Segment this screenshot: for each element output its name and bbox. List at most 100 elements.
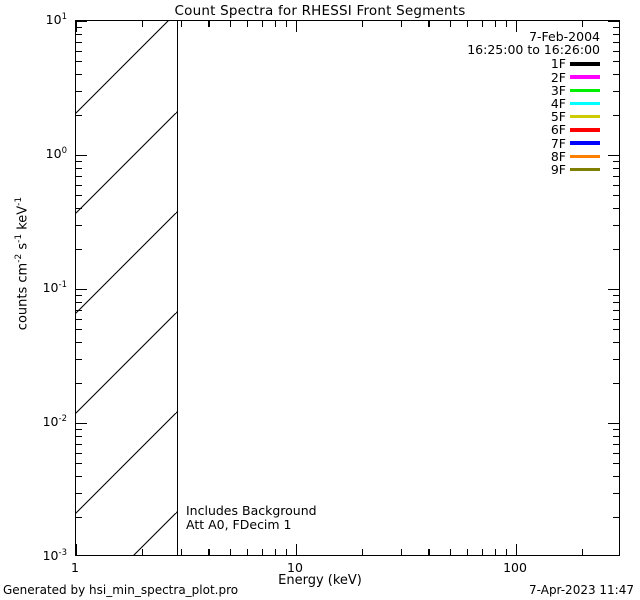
y-tick: [613, 167, 619, 170]
y-tick: [76, 309, 82, 311]
legend-item-label: 3F: [550, 82, 566, 98]
y-tick: [76, 208, 82, 210]
x-tick: [142, 21, 144, 27]
x-tick: [229, 549, 231, 555]
y-tick: [613, 248, 619, 250]
x-tick: [582, 21, 584, 27]
plot-area: [75, 20, 620, 556]
y-tick: [613, 463, 619, 465]
x-tick: [274, 549, 276, 555]
x-tick: [285, 549, 288, 555]
legend-item-1f[interactable]: 1F: [467, 56, 600, 72]
y-tick: [76, 443, 82, 445]
legend-item-label: 2F: [550, 69, 566, 85]
y-tick-label: 100: [45, 145, 67, 161]
legend-item-label: 1F: [550, 56, 566, 72]
x-tick: [142, 549, 144, 555]
x-tick: [494, 549, 496, 555]
x-tick: [296, 21, 298, 32]
y-tick: [613, 301, 619, 304]
legend-color-swatch: [570, 128, 600, 132]
y-tick: [613, 309, 619, 311]
y-tick: [613, 27, 619, 29]
y-tick: [76, 329, 82, 331]
legend-item-6f[interactable]: 6F: [467, 122, 600, 138]
y-tick: [76, 21, 87, 23]
x-tick: [274, 21, 276, 27]
x-tick-label: 10: [287, 560, 303, 575]
y-tick: [76, 74, 82, 76]
x-tick: [208, 549, 210, 555]
legend-item-label: 6F: [550, 122, 566, 138]
y-tick: [76, 167, 82, 170]
x-tick: [516, 544, 518, 555]
x-tick: [180, 549, 183, 555]
x-tick: [481, 549, 484, 555]
legend-item-4f[interactable]: 4F: [467, 97, 600, 110]
y-tick: [613, 175, 619, 177]
y-tick: [613, 443, 619, 445]
legend-item-label: 5F: [550, 109, 566, 125]
legend-item-label: 8F: [550, 148, 566, 164]
y-tick: [76, 50, 82, 52]
legend-item-2f[interactable]: 2F: [467, 69, 600, 85]
x-tick: [76, 544, 78, 555]
x-tick-label: 1: [71, 560, 79, 575]
hatch-boundary-line: [177, 21, 179, 555]
y-tick: [613, 295, 619, 297]
y-tick: [613, 476, 619, 478]
x-tick: [362, 549, 364, 555]
footer-timestamp: 7-Apr-2023 11:47: [529, 583, 634, 597]
y-tick: [76, 225, 82, 227]
y-tick: [76, 382, 82, 384]
y-tick: [76, 493, 82, 495]
y-tick-label: 101: [45, 11, 67, 27]
footer-generated-by: Generated by hsi_min_spectra_plot.pro: [3, 583, 239, 597]
x-tick: [449, 549, 451, 555]
legend-item-8f[interactable]: 8F: [467, 150, 600, 163]
legend-item-7f[interactable]: 7F: [467, 136, 600, 150]
y-tick: [613, 91, 619, 93]
legend-item-5f[interactable]: 5F: [467, 110, 600, 123]
legend-color-swatch: [570, 141, 600, 145]
y-tick: [76, 248, 82, 250]
y-tick: [76, 435, 82, 438]
x-tick: [494, 21, 496, 27]
legend-item-label: 9F: [550, 161, 566, 177]
y-tick: [76, 423, 87, 425]
legend-item-3f[interactable]: 3F: [467, 84, 600, 97]
legend-item-label: 4F: [550, 95, 566, 111]
plot-notes: Includes Background Att A0, FDecim 1: [186, 504, 317, 531]
x-tick: [516, 21, 518, 32]
y-tick: [76, 91, 82, 93]
y-tick: [76, 161, 82, 163]
y-tick: [613, 161, 619, 163]
y-tick: [76, 33, 82, 36]
y-tick: [608, 423, 619, 425]
y-tick: [613, 493, 619, 495]
y-tick: [613, 74, 619, 76]
y-tick: [76, 61, 82, 63]
x-tick: [180, 21, 183, 27]
y-tick: [613, 342, 619, 344]
y-tick: [613, 41, 619, 43]
y-tick: [76, 516, 82, 518]
y-tick: [76, 463, 82, 465]
y-tick: [613, 195, 619, 197]
x-tick: [261, 549, 264, 555]
x-tick: [208, 21, 210, 27]
y-tick: [613, 61, 619, 63]
note-attenuator-state: Att A0, FDecim 1: [186, 516, 292, 532]
x-tick: [505, 21, 508, 27]
x-tick: [467, 549, 469, 555]
x-tick: [400, 549, 403, 555]
y-tick: [613, 435, 619, 438]
legend-entries: 1F 2F 3F 4F 5F 6F 7F 8F 9F: [467, 57, 600, 176]
legend-item-9f[interactable]: 9F: [467, 163, 600, 176]
y-tick: [76, 476, 82, 478]
y-tick: [76, 175, 82, 177]
y-tick: [613, 382, 619, 384]
x-tick: [229, 21, 231, 27]
y-tick: [76, 359, 82, 361]
y-tick: [76, 318, 82, 320]
